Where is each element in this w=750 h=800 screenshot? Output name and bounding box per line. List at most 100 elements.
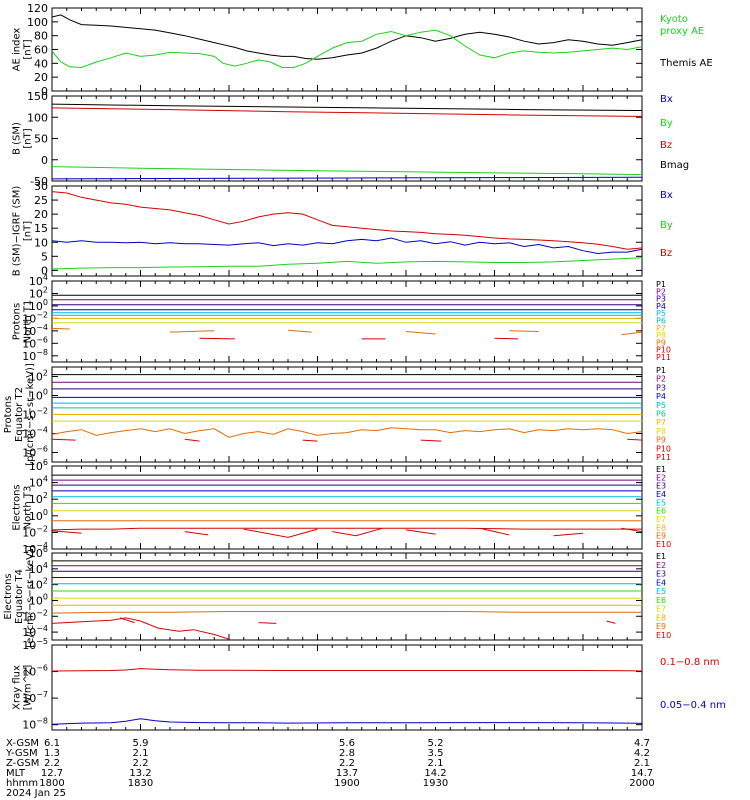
y-tick-label: 10−6: [22, 664, 48, 679]
legend-entry: 0.05−0.4 nm: [660, 700, 726, 711]
legend-entry: By: [660, 220, 673, 231]
y-tick-label: 10−4: [22, 541, 48, 556]
legend-entry: E3: [656, 482, 666, 491]
series-p10-segment: [199, 337, 235, 340]
ephemeris-row-label: Z-GSM: [6, 758, 39, 769]
series-by: [51, 257, 643, 270]
y-tick-label: 106: [29, 458, 48, 473]
panel-frame: [51, 644, 643, 731]
y-tick-label: 25: [34, 194, 48, 207]
y-tick-label: 20: [34, 208, 48, 221]
series-p9-segment: [621, 331, 643, 336]
series-e10-segment: [51, 530, 82, 534]
series-p10-segment: [627, 438, 643, 441]
y-axis-label: Protons: [12, 303, 23, 340]
legend-entry: P4: [656, 302, 666, 311]
ephemeris-value: 5.6: [339, 738, 355, 749]
legend-entry: P2: [656, 375, 666, 384]
series-e10-segment: [184, 531, 209, 536]
y-axis-label: [nT]: [23, 221, 34, 241]
legend-entry: E9: [656, 622, 666, 631]
legend-entry: E7: [656, 605, 666, 614]
legend-entry: P8: [656, 427, 666, 436]
series-by: [51, 166, 643, 176]
legend-entry: P3: [656, 383, 666, 392]
y-axis-label: Protons: [3, 396, 14, 433]
ephemeris-value: 1930: [423, 778, 448, 789]
legend-entry: E1: [656, 465, 666, 474]
y-tick-label: 106: [29, 545, 48, 560]
series-p10-segment: [420, 439, 442, 442]
y-axis-label: [e/(cm²−s−sr−keV)]: [25, 545, 36, 648]
legend-entry: E2: [656, 473, 666, 482]
ephemeris-row-label: hhmm: [6, 778, 38, 789]
legend-entry: E8: [656, 613, 666, 622]
y-tick-label: 20: [34, 71, 48, 84]
series-e9: [51, 611, 642, 614]
ephemeris-table: X-GSM 6.1 5.9 5.6 5.2 4.7 Y-GSM 1.3 2.1 2.8 3.5 4.2…: [5, 738, 655, 789]
ephemeris-value: 13.7: [336, 768, 358, 779]
legend-entry: P9: [656, 338, 666, 347]
y-tick-label: 0: [41, 85, 48, 98]
ephemeris-value: 13.2: [129, 768, 151, 779]
series-e10-segment: [479, 527, 510, 536]
series-e10-segment: [51, 617, 230, 640]
legend-entry: E4: [656, 578, 666, 587]
series-e10-segment: [606, 620, 616, 624]
legend-entry: Themis AE: [659, 58, 713, 69]
series-e10-segment: [258, 622, 277, 624]
y-tick-label: 5: [41, 250, 48, 263]
y-axis-label: B (SM): [12, 122, 23, 155]
y-tick-label: 102: [29, 491, 48, 506]
panel-b: -50 0 50 100 150 B (SM) [nT] Bx By Bz Bmag: [12, 90, 690, 188]
series-0.1−0.8-nm: [51, 668, 643, 672]
y-tick-label: 10−2: [22, 310, 48, 325]
series-p9-segment: [405, 331, 436, 335]
ephemeris-value: 2.2: [44, 758, 60, 769]
ephemeris-row-label: X-GSM: [6, 738, 39, 749]
legend-entry: P1: [656, 280, 666, 289]
panel-frame: [51, 7, 643, 92]
legend-entry: P10: [656, 444, 671, 453]
series-bx: [51, 237, 643, 255]
y-tick-label: 30: [34, 180, 48, 193]
legend-entry: Bz: [660, 248, 672, 259]
y-tick-label: 10−4: [22, 624, 48, 639]
y-axis-label: North T3: [23, 486, 34, 530]
y-tick-label: 10−7: [22, 690, 48, 705]
y-tick-label: 10−5: [22, 637, 48, 652]
series-e10-segment: [119, 617, 135, 624]
y-tick-label: 10−8: [22, 348, 48, 363]
series-p9-segment: [509, 330, 539, 332]
y-tick-label: -50: [30, 175, 48, 188]
legend-entry: By: [660, 118, 673, 129]
y-axis-label: AE index: [12, 28, 23, 72]
legend-entry: E2: [656, 561, 666, 570]
panel-frame: [51, 280, 643, 363]
legend-entry: E6: [656, 596, 666, 605]
series-bz: [51, 191, 643, 250]
legend-entry: P5: [656, 309, 666, 318]
series-p10-segment: [302, 439, 318, 442]
ephemeris-value: 1900: [334, 778, 359, 789]
y-axis-label: [p/(cm²−s−sr−keV)]: [25, 363, 36, 466]
ephemeris-value: 4.7: [634, 738, 650, 749]
ephemeris-value: 2.1: [634, 758, 650, 769]
legend-entry: P5: [656, 401, 666, 410]
series-e10-segment: [405, 529, 436, 535]
ephemeris-value: 2.8: [339, 748, 355, 759]
ephemeris-value: 2.1: [133, 748, 149, 759]
legend-entry: 0.1−0.8 nm: [660, 657, 719, 668]
series-e9: [51, 527, 642, 531]
legend-entry: Bx: [660, 94, 673, 105]
date-label: 2024 Jan 25: [6, 788, 66, 799]
y-tick-label: 10−6: [22, 445, 48, 460]
series-bx: [51, 176, 643, 180]
series-bz: [51, 107, 643, 117]
ephemeris-value: 5.9: [133, 738, 149, 749]
ephemeris-value: 5.2: [428, 738, 444, 749]
series-0.05−0.4-nm: [51, 718, 643, 725]
